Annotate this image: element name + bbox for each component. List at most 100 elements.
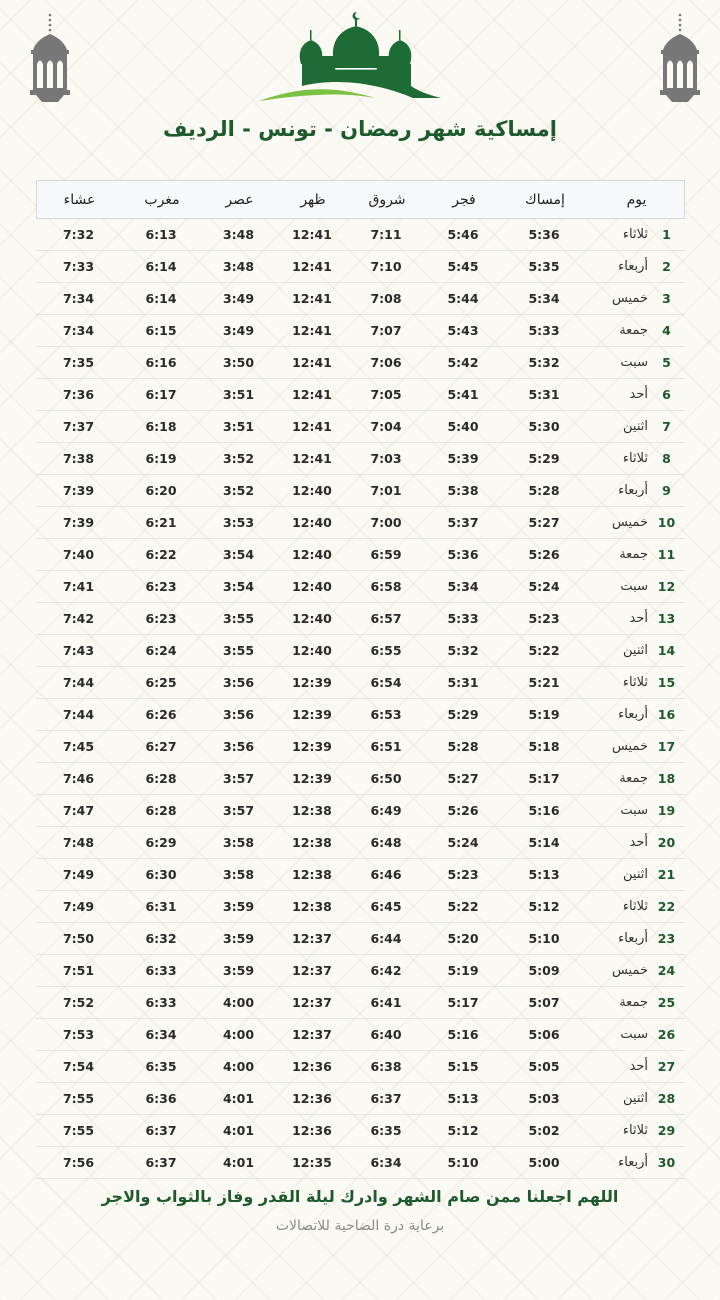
day-name: خميس (611, 290, 648, 306)
fajr-time: 5:32 (447, 642, 479, 658)
dhuhr-time: 12:41 (292, 258, 332, 274)
day-number: 15 (657, 674, 676, 690)
shuruq-time: 6:40 (370, 1026, 402, 1042)
asr-time: 3:55 (222, 642, 255, 658)
day-name: أربعاء (618, 1154, 648, 1170)
isha-time: 7:40 (62, 546, 95, 562)
asr-time: 3:59 (222, 898, 255, 914)
isha-time: 7:44 (62, 706, 95, 722)
asr-time: 3:51 (222, 418, 255, 434)
prayer-times-table: عشاء مغرب عصر ظهر شروق فجر إمساك يوم 7:3… (36, 180, 685, 1179)
table-row: 7:42 6:23 3:55 12:40 6:57 5:33 5:23 أحد 13 (36, 603, 685, 635)
table-row: 7:53 6:34 4:00 12:37 6:40 5:16 5:06 سبت 26 (36, 1019, 685, 1051)
maghrib-time: 6:20 (145, 482, 177, 498)
maghrib-time: 6:21 (145, 514, 177, 530)
lantern-icon (660, 13, 700, 102)
asr-time: 3:59 (222, 962, 255, 978)
day-number: 24 (657, 962, 676, 978)
day-number: 28 (657, 1090, 676, 1106)
fajr-time: 5:43 (447, 322, 479, 338)
imsak-time: 5:23 (528, 610, 560, 626)
maghrib-time: 6:18 (145, 418, 177, 434)
dhuhr-time: 12:36 (292, 1122, 332, 1138)
fajr-time: 5:31 (447, 674, 479, 690)
header-dhuhr: ظهر (300, 191, 326, 208)
asr-time: 3:55 (222, 610, 255, 626)
isha-time: 7:51 (62, 962, 95, 978)
dhuhr-time: 12:37 (292, 962, 332, 978)
imsak-time: 5:28 (528, 482, 560, 498)
isha-time: 7:38 (62, 450, 95, 466)
dhuhr-time: 12:40 (292, 642, 332, 658)
asr-time: 3:52 (222, 482, 255, 498)
day-name: خميس (611, 514, 648, 530)
imsak-time: 5:07 (528, 994, 560, 1010)
maghrib-time: 6:28 (145, 770, 177, 786)
day-number: 30 (657, 1154, 676, 1170)
asr-time: 3:57 (222, 802, 255, 818)
imsak-time: 5:29 (528, 450, 560, 466)
table-row: 7:47 6:28 3:57 12:38 6:49 5:26 5:16 سبت 19 (36, 795, 685, 827)
table-row: 7:54 6:35 4:00 12:36 6:38 5:15 5:05 أحد 27 (36, 1051, 685, 1083)
imsak-time: 5:06 (528, 1026, 560, 1042)
fajr-time: 5:10 (447, 1154, 479, 1170)
shuruq-time: 7:03 (370, 450, 402, 466)
asr-time: 3:53 (222, 514, 255, 530)
day-name: اثنين (623, 866, 648, 882)
day-name: سبت (620, 578, 648, 594)
table-row: 7:46 6:28 3:57 12:39 6:50 5:27 5:17 جمعة 18 (36, 763, 685, 795)
table-header-row: عشاء مغرب عصر ظهر شروق فجر إمساك يوم (36, 180, 685, 219)
shuruq-time: 7:06 (370, 354, 402, 370)
fajr-time: 5:12 (447, 1122, 479, 1138)
isha-time: 7:32 (62, 226, 95, 242)
shuruq-time: 6:49 (370, 802, 402, 818)
imsak-time: 5:35 (528, 258, 560, 274)
day-number: 11 (657, 546, 676, 562)
maghrib-time: 6:31 (145, 898, 177, 914)
asr-time: 4:00 (222, 1058, 255, 1074)
day-name: سبت (620, 1026, 648, 1042)
table-row: 7:44 6:26 3:56 12:39 6:53 5:29 5:19 أربعاء 16 (36, 699, 685, 731)
asr-time: 3:58 (222, 834, 255, 850)
shuruq-time: 6:44 (370, 930, 402, 946)
dhuhr-time: 12:36 (292, 1090, 332, 1106)
table-row: 7:45 6:27 3:56 12:39 6:51 5:28 5:18 خميس 17 (36, 731, 685, 763)
isha-time: 7:45 (62, 738, 95, 754)
asr-time: 4:00 (222, 994, 255, 1010)
day-number: 2 (662, 258, 671, 274)
dhuhr-time: 12:37 (292, 994, 332, 1010)
maghrib-time: 6:28 (145, 802, 177, 818)
day-name: اثنين (623, 418, 648, 434)
isha-time: 7:44 (62, 674, 95, 690)
shuruq-time: 6:38 (370, 1058, 402, 1074)
day-number: 14 (657, 642, 676, 658)
asr-time: 3:52 (222, 450, 255, 466)
shuruq-time: 6:58 (370, 578, 402, 594)
imsak-time: 5:18 (528, 738, 560, 754)
day-number: 3 (662, 290, 671, 306)
isha-time: 7:37 (62, 418, 95, 434)
day-name: أحد (629, 386, 648, 402)
table-row: 7:48 6:29 3:58 12:38 6:48 5:24 5:14 أحد 20 (36, 827, 685, 859)
fajr-time: 5:39 (447, 450, 479, 466)
day-number: 26 (657, 1026, 676, 1042)
day-number: 12 (657, 578, 676, 594)
day-number: 17 (657, 738, 676, 754)
maghrib-time: 6:13 (145, 226, 177, 242)
imsak-time: 5:10 (528, 930, 560, 946)
shuruq-time: 6:48 (370, 834, 402, 850)
table-row: 7:39 6:20 3:52 12:40 7:01 5:38 5:28 أربعاء 9 (36, 475, 685, 507)
shuruq-time: 7:04 (370, 418, 402, 434)
shuruq-time: 6:50 (370, 770, 402, 786)
day-name: اثنين (623, 642, 648, 658)
maghrib-time: 6:22 (145, 546, 177, 562)
asr-time: 3:48 (222, 258, 255, 274)
maghrib-time: 6:36 (145, 1090, 177, 1106)
dhuhr-time: 12:37 (292, 930, 332, 946)
day-name: أحد (629, 610, 648, 626)
shuruq-time: 6:42 (370, 962, 402, 978)
dhuhr-time: 12:40 (292, 578, 332, 594)
maghrib-time: 6:19 (145, 450, 177, 466)
day-number: 13 (657, 610, 676, 626)
day-name: ثلاثاء (622, 1122, 648, 1138)
